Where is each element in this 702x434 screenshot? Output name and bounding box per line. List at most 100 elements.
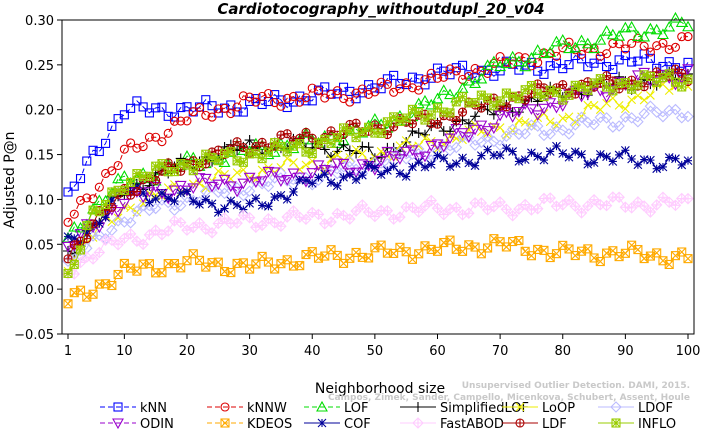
data-point — [669, 199, 682, 212]
data-point — [163, 128, 173, 138]
data-point — [232, 107, 242, 117]
data-point — [564, 90, 574, 100]
data-point — [268, 167, 281, 179]
data-point — [577, 149, 586, 159]
data-point — [614, 78, 624, 89]
data-point — [88, 254, 99, 265]
data-point — [494, 196, 506, 208]
data-point — [226, 147, 236, 157]
data-point — [331, 167, 344, 180]
data-point — [470, 161, 480, 171]
data-point — [406, 145, 419, 157]
data-point — [332, 181, 342, 191]
data-point — [345, 97, 355, 107]
data-point — [132, 182, 142, 192]
data-point — [432, 246, 443, 256]
data-point — [344, 213, 356, 225]
data-point — [82, 229, 92, 239]
data-point — [645, 207, 656, 218]
data-point — [151, 161, 161, 171]
data-point — [119, 144, 129, 154]
data-point — [519, 198, 531, 211]
data-point — [312, 174, 325, 186]
data-point — [551, 249, 562, 259]
data-point — [70, 240, 79, 249]
data-point — [664, 57, 674, 67]
data-point — [607, 121, 619, 133]
data-point — [595, 199, 606, 210]
data-point — [639, 155, 649, 164]
data-point — [426, 68, 436, 78]
data-point — [332, 250, 342, 260]
data-point — [595, 54, 605, 64]
data-point — [539, 69, 549, 79]
data-point — [276, 95, 286, 105]
data-point — [107, 195, 117, 205]
data-point — [144, 132, 154, 142]
data-point — [489, 101, 499, 111]
data-point — [462, 74, 475, 86]
data-point — [620, 50, 630, 61]
data-point — [450, 141, 463, 154]
data-point — [650, 199, 663, 211]
data-point — [332, 89, 342, 99]
data-point — [195, 200, 204, 209]
data-point — [157, 268, 167, 278]
data-point — [564, 194, 575, 205]
data-point — [268, 172, 281, 184]
data-point — [407, 83, 417, 93]
data-point — [170, 196, 179, 206]
data-point — [232, 200, 242, 210]
data-point — [376, 170, 386, 179]
data-point — [481, 126, 494, 137]
data-point — [519, 198, 531, 211]
data-point — [463, 118, 474, 129]
data-point — [301, 93, 311, 103]
data-point — [320, 251, 330, 261]
legend-label: kNN — [140, 401, 167, 416]
data-point — [613, 120, 625, 132]
data-point — [337, 160, 350, 173]
data-point — [194, 255, 205, 265]
data-point — [533, 152, 543, 161]
data-point — [550, 102, 563, 114]
data-point — [589, 101, 599, 110]
data-point — [600, 112, 613, 124]
data-point — [444, 144, 456, 157]
data-point — [570, 117, 580, 127]
data-point — [126, 103, 136, 113]
data-point — [432, 203, 443, 214]
data-point — [151, 103, 161, 113]
data-point — [107, 166, 117, 176]
data-point — [351, 118, 361, 128]
data-point — [445, 162, 455, 172]
data-point — [132, 266, 142, 276]
data-point — [639, 155, 649, 164]
data-point — [288, 91, 299, 102]
data-point — [583, 244, 593, 254]
data-point — [664, 153, 674, 162]
data-point — [345, 86, 355, 96]
y-tick-label: 0.25 — [25, 59, 54, 74]
data-point — [138, 142, 148, 152]
data-point — [400, 146, 413, 158]
data-point — [325, 216, 337, 228]
data-point — [544, 128, 556, 140]
y-tick-label: 0.00 — [25, 283, 54, 298]
data-point — [602, 62, 612, 72]
data-point — [545, 147, 555, 156]
data-point — [270, 138, 280, 148]
data-point — [401, 247, 411, 257]
data-point — [313, 86, 324, 96]
data-point — [620, 248, 630, 258]
data-point — [638, 200, 650, 212]
data-point — [683, 74, 693, 84]
data-point — [420, 80, 430, 90]
data-point — [633, 56, 643, 66]
data-point — [476, 66, 486, 76]
data-point — [174, 216, 187, 229]
data-point — [188, 196, 198, 206]
data-point — [569, 200, 582, 213]
data-point — [595, 74, 605, 84]
data-point — [550, 121, 563, 133]
